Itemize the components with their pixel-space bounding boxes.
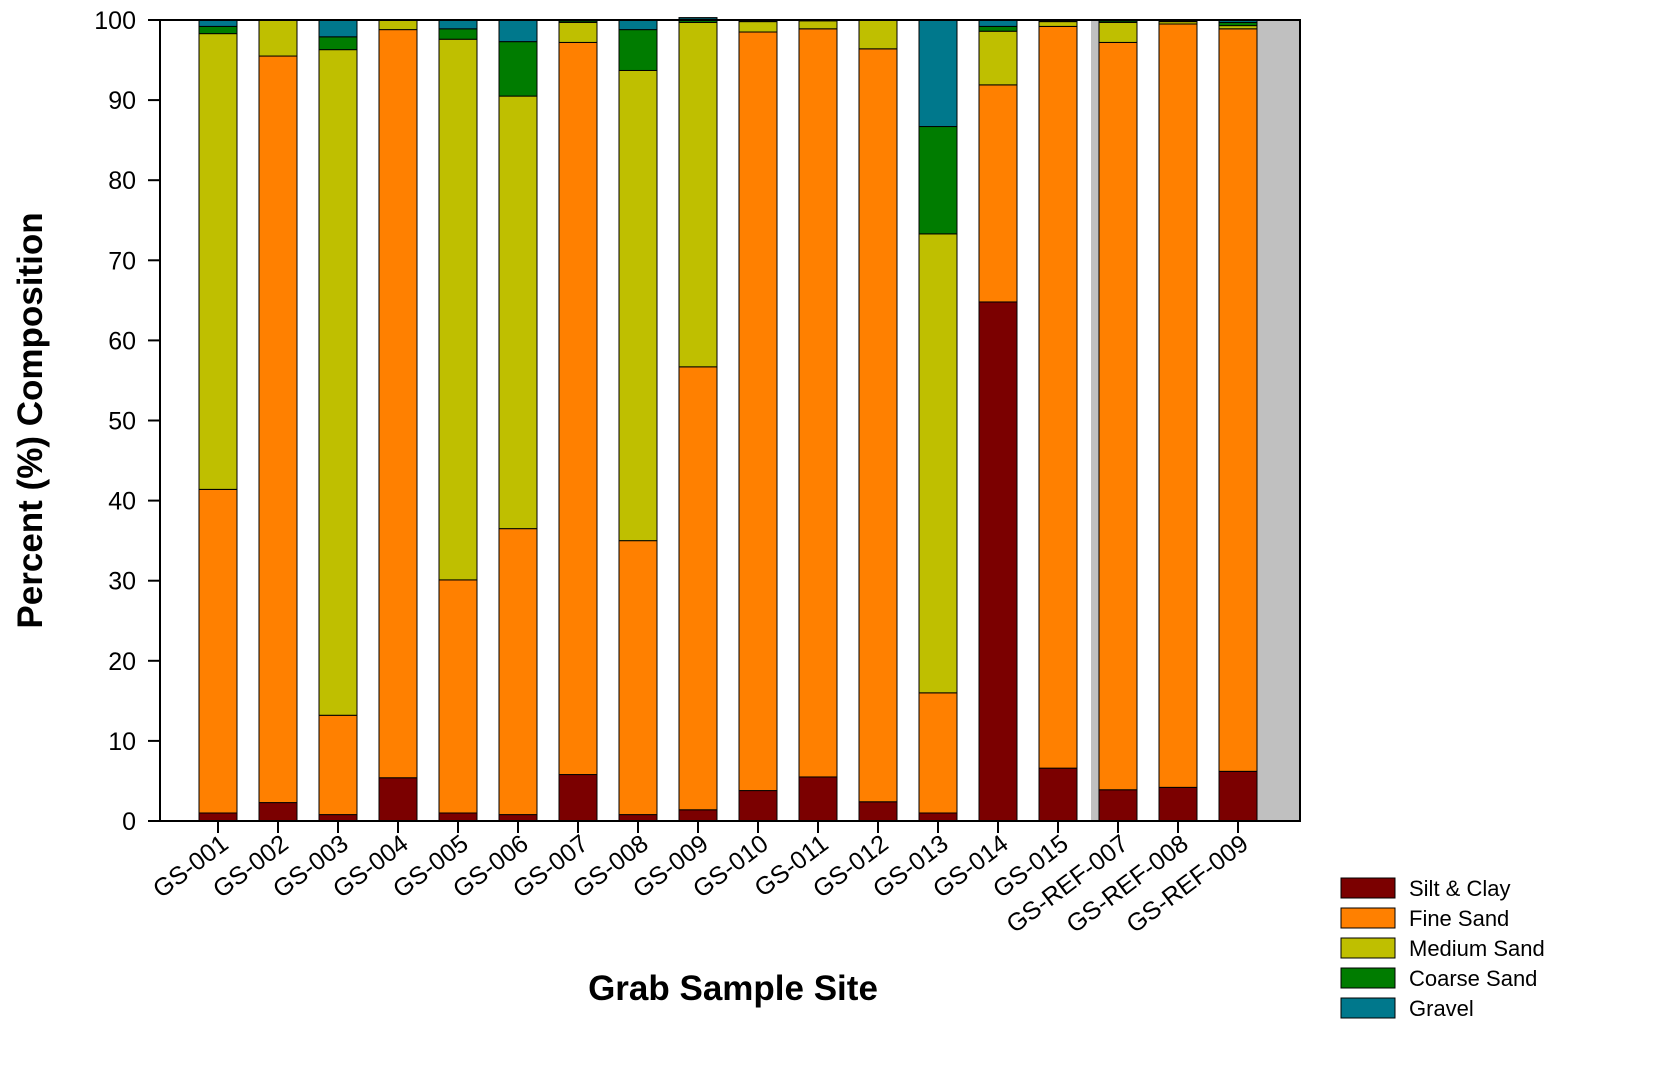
y-tick-label: 20 [108, 648, 136, 676]
x-axis: GS-001GS-002GS-003GS-004GS-005GS-006GS-0… [148, 821, 1254, 939]
legend: Silt & Clay Fine Sand Medium Sand Coarse Sa… [1340, 876, 1545, 1021]
bar-segment-medium-sand [858, 19, 898, 50]
bar-segment-medium-sand [198, 33, 238, 490]
bar-segment-silt-clay [258, 802, 298, 822]
bar-segment-gravel [918, 19, 958, 128]
bar-segment-fine-sand [738, 31, 778, 792]
y-tick-label: 60 [108, 327, 136, 355]
bar-segment-fine-sand [198, 488, 238, 814]
y-tick-label: 10 [108, 728, 136, 756]
bar-segment-medium-sand [258, 19, 298, 57]
shade-gap [1137, 20, 1159, 821]
bar-segment-medium-sand [918, 233, 958, 694]
bar-segment-gravel [618, 19, 658, 31]
legend-swatch [1340, 907, 1396, 929]
bar-segment-fine-sand [798, 28, 838, 778]
bar-segment-coarse-sand [978, 25, 1018, 32]
bar-segment-coarse-sand [438, 28, 478, 40]
bar-segment-medium-sand [438, 38, 478, 581]
bar-segment-fine-sand [918, 692, 958, 814]
y-tick-label: 90 [108, 87, 136, 115]
bar-segment-silt-clay [798, 776, 838, 822]
bar-segment-coarse-sand [318, 36, 358, 51]
bar-segment-fine-sand [1038, 25, 1078, 769]
bar-segment-fine-sand [318, 714, 358, 816]
y-tick-label: 80 [108, 167, 136, 195]
bar-segment-silt-clay [1218, 770, 1258, 822]
x-axis-title: Grab Sample Site [588, 969, 878, 1008]
bar-segment-silt-clay [558, 774, 598, 822]
bar-segment-fine-sand [498, 528, 538, 816]
y-tick-label: 50 [108, 408, 136, 436]
bar-segment-fine-sand [678, 366, 718, 811]
bar-segment-silt-clay [378, 777, 418, 822]
bar-segment-medium-sand [678, 21, 718, 368]
legend-label: Gravel [1409, 996, 1474, 1021]
bar-segment-medium-sand [318, 49, 358, 716]
bar-segment-coarse-sand [618, 29, 658, 71]
legend-swatch [1340, 967, 1396, 989]
bar-segment-silt-clay [1098, 789, 1138, 822]
bar-segment-silt-clay [678, 809, 718, 822]
bar-segment-silt-clay [858, 801, 898, 822]
legend-swatch [1340, 997, 1396, 1019]
legend-swatch [1340, 937, 1396, 959]
bar-segment-silt-clay [438, 812, 478, 822]
bar-segment-fine-sand [378, 29, 418, 779]
y-axis: 0 10 20 30 40 50 60 70 80 90 100 [94, 7, 160, 836]
bar-segment-medium-sand [798, 20, 838, 30]
bar-segment-coarse-sand [498, 41, 538, 97]
bar-segment-silt-clay [198, 812, 238, 822]
bar-segment-silt-clay [1158, 786, 1198, 822]
legend-label: Fine Sand [1409, 906, 1509, 931]
bar-segment-medium-sand [1098, 21, 1138, 43]
bar-segment-fine-sand [438, 579, 478, 814]
bar-segment-gravel [318, 19, 358, 38]
bar-segment-silt-clay [918, 812, 958, 822]
bar-segment-coarse-sand [918, 126, 958, 235]
bar-segment-medium-sand [978, 30, 1018, 86]
y-tick-label: 100 [94, 7, 136, 35]
bar-segment-gravel [498, 19, 538, 43]
bar-segment-medium-sand [378, 19, 418, 31]
bar-segment-silt-clay [978, 301, 1018, 822]
bar-segment-fine-sand [1218, 28, 1258, 772]
shade-gap [1197, 20, 1219, 821]
legend-label: Coarse Sand [1409, 966, 1537, 991]
bar-segment-medium-sand [618, 69, 658, 542]
bar-segment-medium-sand [498, 95, 538, 530]
bar-segment-fine-sand [1098, 41, 1138, 791]
bar-segment-medium-sand [558, 21, 598, 43]
bar-segment-gravel [438, 19, 478, 30]
bars [198, 17, 1258, 822]
legend-label: Medium Sand [1409, 936, 1545, 961]
bar-segment-coarse-sand [198, 25, 238, 35]
bar-segment-silt-clay [1038, 767, 1078, 822]
bar-segment-gravel [678, 17, 718, 20]
legend-swatch [1340, 877, 1396, 899]
bar-segment-medium-sand [1038, 21, 1078, 27]
bar-segment-fine-sand [618, 540, 658, 816]
y-tick-label: 30 [108, 568, 136, 596]
bar-segment-fine-sand [258, 55, 298, 804]
y-tick-label: 70 [108, 247, 136, 275]
y-tick-label: 0 [122, 808, 136, 836]
bar-segment-fine-sand [978, 84, 1018, 303]
y-axis-title: Percent (%) Composition [11, 212, 50, 628]
legend-label: Silt & Clay [1409, 876, 1510, 901]
bar-segment-fine-sand [558, 41, 598, 776]
bar-segment-fine-sand [1158, 23, 1198, 788]
bar-segment-fine-sand [858, 48, 898, 803]
bar-segment-medium-sand [738, 21, 778, 33]
y-tick-label: 40 [108, 488, 136, 516]
bar-segment-silt-clay [738, 790, 778, 822]
